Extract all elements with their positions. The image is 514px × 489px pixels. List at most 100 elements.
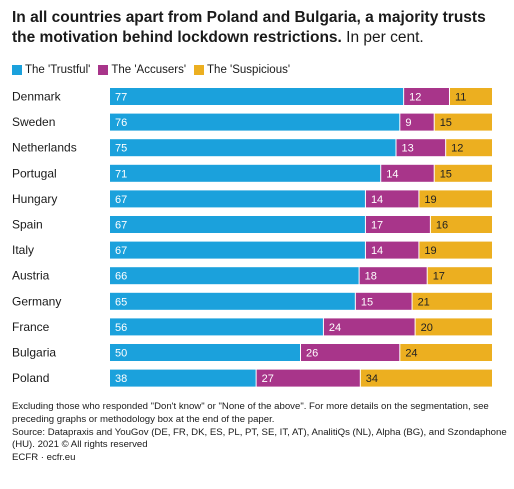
data-label-germany-trustful: 65 — [115, 296, 127, 308]
data-label-netherlands-accusers: 13 — [402, 143, 414, 155]
data-label-austria-accusers: 18 — [365, 271, 377, 283]
data-label-portugal-trustful: 71 — [115, 168, 127, 180]
data-label-italy-accusers: 14 — [371, 245, 383, 257]
data-label-austria-suspicious: 17 — [433, 271, 445, 283]
bar-denmark-trustful — [110, 88, 404, 105]
credit-line: ECFR · ecfr.eu — [12, 452, 76, 464]
bar-france-accusers — [323, 318, 415, 336]
bar-austria-trustful — [110, 267, 359, 285]
bar-portugal-suspicious — [434, 164, 492, 182]
chart-title-unit: In per cent. — [346, 29, 424, 46]
bar-italy-accusers — [365, 241, 419, 259]
bar-france-trustful — [110, 318, 323, 336]
category-label-sweden: Sweden — [12, 115, 55, 129]
data-label-denmark-suspicious: 11 — [455, 92, 466, 104]
data-label-portugal-suspicious: 15 — [440, 168, 452, 180]
chart-notes: Excluding those who responded "Don't kno… — [12, 401, 508, 465]
category-label-portugal: Portugal — [12, 166, 57, 180]
data-label-france-suspicious: 20 — [421, 322, 433, 334]
data-label-hungary-trustful: 67 — [115, 194, 127, 206]
data-label-hungary-suspicious: 19 — [424, 194, 436, 206]
bar-bulgaria-suspicious — [400, 344, 492, 361]
bar-germany-suspicious — [412, 292, 492, 310]
bar-bulgaria-trustful — [110, 344, 300, 361]
bar-hungary-trustful — [110, 190, 365, 208]
data-label-portugal-accusers: 14 — [386, 168, 398, 180]
bar-hungary-suspicious — [419, 190, 492, 208]
legend: The 'Trustful' The 'Accusers' The 'Suspi… — [12, 63, 298, 77]
data-label-bulgaria-accusers: 26 — [306, 348, 318, 360]
chart-title-main: In all countries apart from Poland and B… — [12, 9, 486, 46]
bar-portugal-trustful — [110, 164, 381, 182]
bar-spain-accusers — [365, 216, 430, 233]
data-label-poland-accusers: 27 — [262, 373, 274, 385]
stacked-bar-chart: Denmark 77 12 11 Sweden 76 9 15 Netherlands 75 13 1… — [12, 88, 492, 387]
bar-sweden-suspicious — [434, 113, 492, 131]
bar-austria-accusers — [359, 267, 427, 285]
legend-label-suspicious: The 'Suspicious' — [207, 64, 291, 76]
legend-swatch-accusers — [98, 65, 109, 75]
data-label-italy-suspicious: 19 — [424, 245, 436, 257]
legend-swatch-trustful — [12, 65, 22, 75]
bar-netherlands-trustful — [110, 139, 396, 157]
bar-sweden-accusers — [400, 113, 434, 131]
legend-swatch-suspicious — [194, 65, 205, 75]
bar-denmark-accusers — [404, 88, 449, 105]
data-label-italy-trustful: 67 — [115, 245, 127, 257]
bar-italy-trustful — [110, 241, 365, 259]
bar-poland-accusers — [256, 369, 360, 387]
bar-netherlands-accusers — [396, 139, 446, 157]
data-label-poland-suspicious: 34 — [366, 373, 378, 385]
bar-spain-suspicious — [430, 216, 492, 233]
data-label-netherlands-suspicious: 12 — [451, 143, 463, 155]
data-label-bulgaria-suspicious: 24 — [405, 348, 417, 360]
bar-bulgaria-accusers — [301, 344, 400, 361]
bar-denmark-suspicious — [449, 88, 492, 105]
legend-item-trustful: The 'Trustful' — [12, 64, 90, 76]
legend-label-accusers: The 'Accusers' — [111, 64, 187, 76]
bar-austria-suspicious — [427, 267, 492, 285]
data-label-denmark-accusers: 12 — [409, 92, 421, 104]
data-label-france-accusers: 24 — [329, 322, 341, 334]
category-label-bulgaria: Bulgaria — [12, 346, 56, 360]
data-label-bulgaria-trustful: 50 — [115, 348, 127, 360]
chart-title: In all countries apart from Poland and B… — [12, 8, 502, 48]
data-label-germany-suspicious: 21 — [418, 296, 430, 308]
data-label-sweden-trustful: 76 — [115, 117, 127, 129]
data-label-germany-accusers: 15 — [361, 296, 373, 308]
data-label-hungary-accusers: 14 — [371, 194, 383, 206]
legend-item-suspicious: The 'Suspicious' — [194, 64, 290, 76]
data-label-france-trustful: 56 — [115, 322, 127, 334]
category-label-austria: Austria — [12, 269, 50, 283]
category-label-poland: Poland — [12, 371, 49, 385]
data-label-spain-suspicious: 16 — [436, 220, 448, 232]
bar-poland-suspicious — [360, 369, 492, 387]
data-label-netherlands-trustful: 75 — [115, 143, 127, 155]
category-label-hungary: Hungary — [12, 192, 57, 206]
bar-germany-trustful — [110, 292, 355, 310]
bar-france-suspicious — [415, 318, 492, 336]
footnote: Excluding those who responded "Don't kno… — [12, 401, 489, 425]
bar-italy-suspicious — [419, 241, 492, 259]
bar-netherlands-suspicious — [446, 139, 492, 157]
bar-portugal-accusers — [381, 164, 434, 182]
data-label-austria-trustful: 66 — [115, 271, 127, 283]
category-label-germany: Germany — [12, 294, 61, 308]
data-label-sweden-accusers: 9 — [405, 117, 411, 129]
category-label-france: France — [12, 320, 50, 334]
legend-label-trustful: The 'Trustful' — [25, 64, 91, 76]
bar-spain-trustful — [110, 216, 365, 233]
data-label-spain-trustful: 67 — [115, 220, 127, 232]
category-label-denmark: Denmark — [12, 90, 62, 104]
category-label-netherlands: Netherlands — [12, 141, 77, 155]
category-label-italy: Italy — [12, 243, 34, 257]
bar-germany-accusers — [355, 292, 412, 310]
data-label-spain-accusers: 17 — [371, 220, 383, 232]
category-label-spain: Spain — [12, 218, 43, 232]
legend-item-accusers: The 'Accusers' — [98, 64, 186, 76]
bar-poland-trustful — [110, 369, 256, 387]
bar-hungary-accusers — [365, 190, 419, 208]
data-label-sweden-suspicious: 15 — [440, 117, 452, 129]
bar-sweden-trustful — [110, 113, 400, 131]
data-label-poland-trustful: 38 — [115, 373, 127, 385]
